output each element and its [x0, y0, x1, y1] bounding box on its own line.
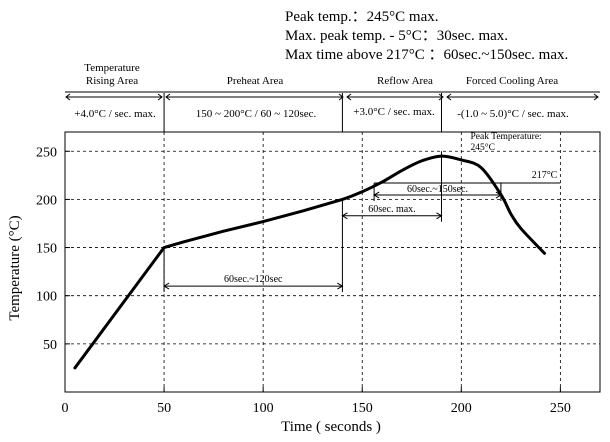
y-tick-label: 50 [43, 338, 57, 353]
zone-arrows [65, 93, 599, 101]
y-tick-label: 200 [36, 193, 57, 208]
profile-points [75, 156, 545, 368]
label-217c: 217°C [532, 170, 558, 181]
zone-preheat-arrow-head-left [165, 93, 171, 101]
grid [65, 132, 600, 392]
y-tick-label: 100 [36, 290, 57, 305]
zone-reflow-arrow-head-left [346, 93, 352, 101]
annotations: 60sec.~120sec 60sec.~150sec. 60sec. max. Pe… [163, 132, 561, 293]
zone-rising-rate: +4.0°C / sec. max. [74, 108, 156, 120]
preheat-duration-label: 60sec.~120sec [224, 274, 283, 285]
peak-temperature-label-2: 245°C [471, 142, 495, 153]
y-tick-label: 150 [36, 242, 57, 257]
reflow-duration-label: 60sec. max. [368, 204, 416, 215]
zone-preheat-arrow-head-right [338, 93, 344, 101]
zone-rising-title-1: Temperature [84, 62, 140, 74]
spec-time-above-217: Max time above 217°C ：60sec.~150sec. max… [285, 47, 568, 63]
zone-cooling-rate: -(1.0 ~ 5.0)°C / sec. max. [457, 108, 569, 120]
y-tick-label: 250 [36, 145, 57, 160]
plot-frame [64, 131, 601, 393]
peak-temperature-label-1: Peak Temperature: [471, 132, 542, 142]
axis-ticks: 50 100 150 200 250 0 50 100 150 200 250 [36, 145, 571, 416]
temperature-profile-line [73, 154, 547, 370]
spec-peak-temp: Peak temp.：245°C max. [285, 9, 438, 25]
spec-max-peak-time: Max. peak temp. - 5°C：30sec. max. [285, 28, 508, 44]
zone-reflow-title: Reflow Area [377, 75, 433, 87]
zone-reflow-arrow-head-right [438, 93, 444, 101]
x-tick-label: 250 [550, 401, 571, 416]
zone-preheat-rate: 150 ~ 200°C / 60 ~ 120sec. [196, 108, 317, 120]
x-axis-label: Time ( seconds ) [281, 419, 381, 435]
zone-header: Temperature Rising Area Preheat Area Ref… [65, 62, 600, 120]
zone-boundaries [163, 93, 442, 132]
zone-rising-title-2: Rising Area [86, 75, 138, 87]
x-tick-label: 200 [451, 401, 472, 416]
zone-rising-arrow-head-right [157, 93, 163, 101]
y-axis-label: Temperature (°C) [7, 215, 23, 320]
time-above-217-label: 60sec.~150sec. [407, 184, 468, 195]
zone-cooling-arrow-head-right [593, 93, 599, 101]
reflow-duration-arrow-head-left [341, 212, 348, 220]
x-tick-label: 50 [157, 401, 171, 416]
x-tick-label: 0 [62, 401, 69, 416]
zone-reflow-rate: +3.0°C / sec. max. [353, 106, 435, 118]
zone-cooling-title: Forced Cooling Area [466, 75, 558, 87]
reflow-chart: 50 100 150 200 250 0 50 100 150 200 250 60sec.~120… [7, 93, 601, 435]
zone-cooling-arrow-head-left [446, 93, 452, 101]
zone-preheat-title: Preheat Area [227, 75, 284, 87]
zone-rising-arrow-head-left [65, 93, 71, 101]
spec-block: Peak temp.：245°C max. Max. peak temp. - … [285, 9, 568, 63]
x-tick-label: 150 [352, 401, 373, 416]
x-tick-label: 100 [253, 401, 274, 416]
